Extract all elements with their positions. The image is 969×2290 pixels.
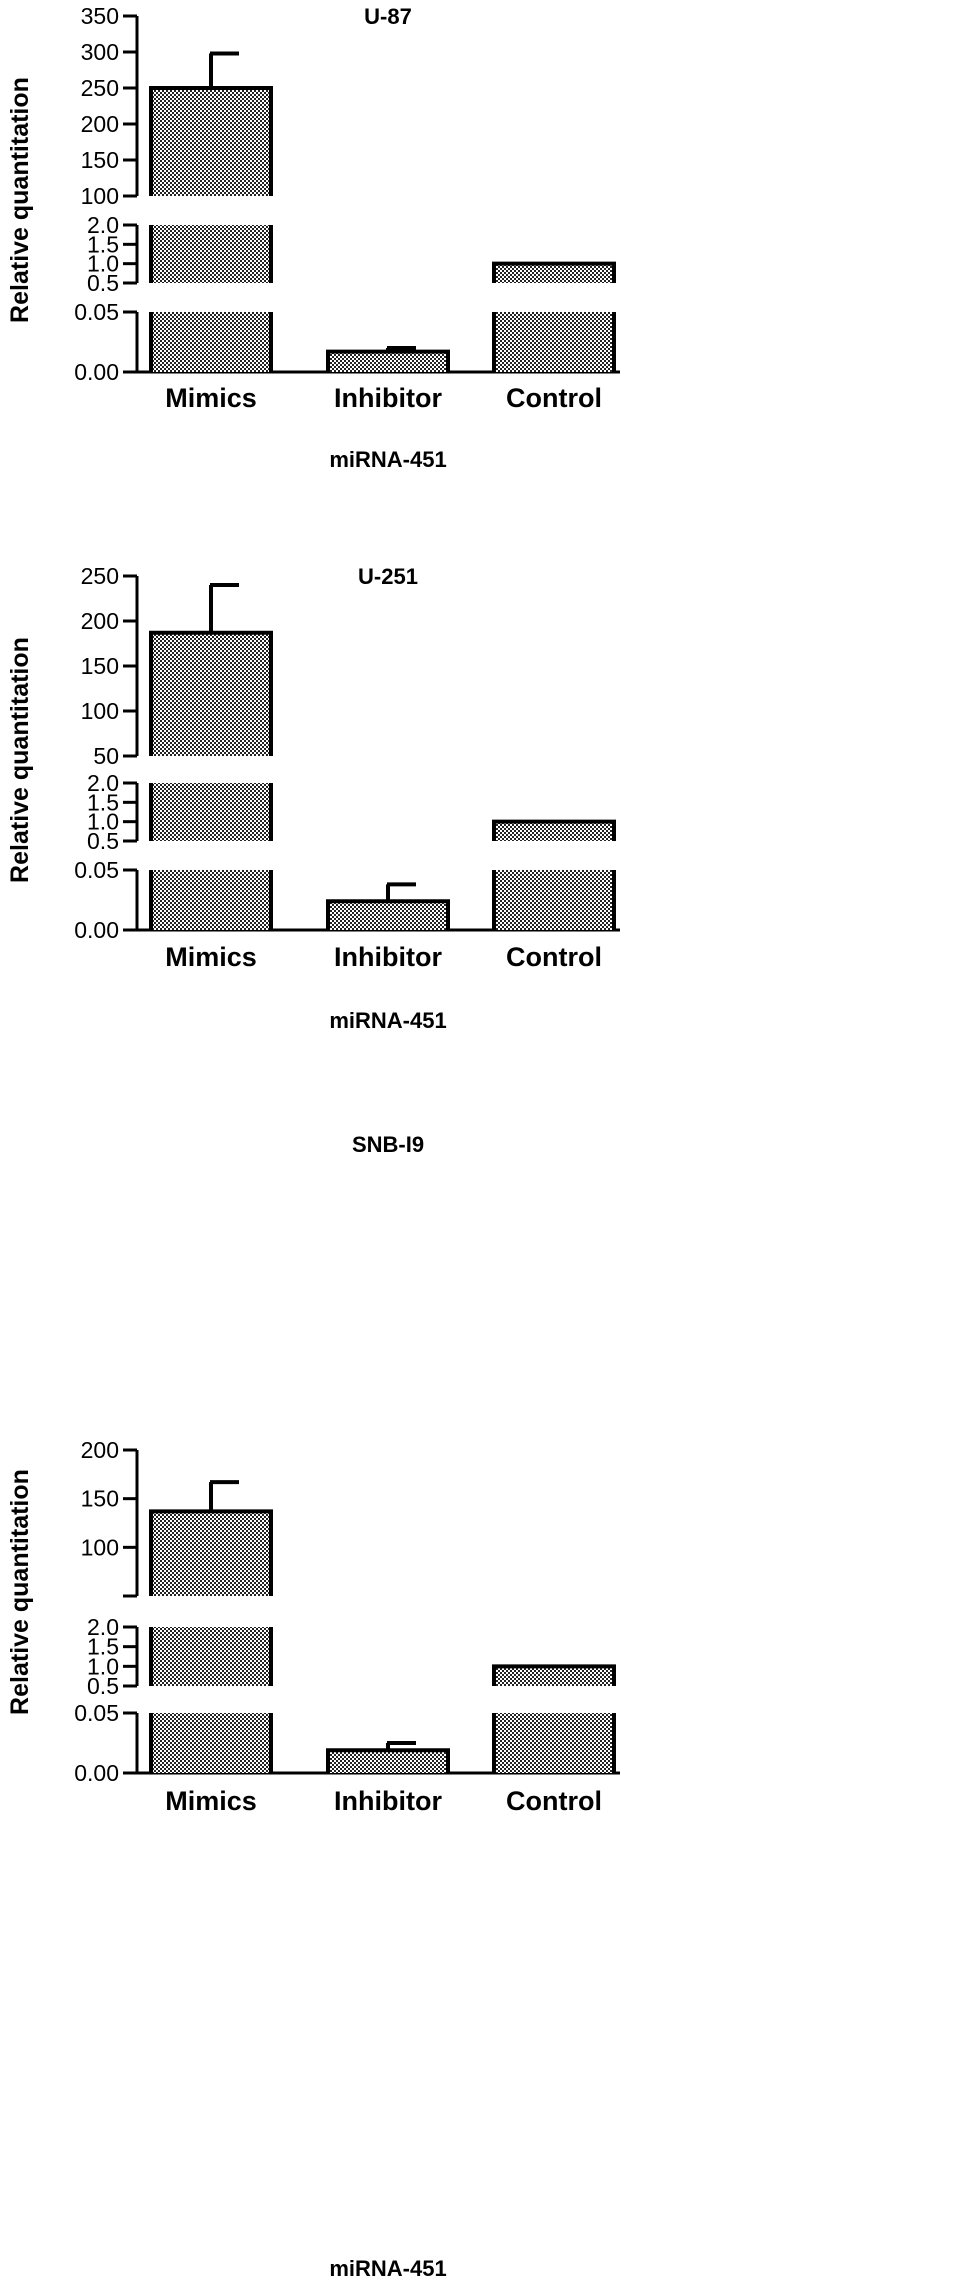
x-tick-label: Mimics — [165, 942, 257, 972]
y-tick-label: 1.5 — [87, 231, 119, 257]
y-tick-label: 200 — [81, 1437, 119, 1463]
x-tick-label: Mimics — [165, 383, 257, 413]
y-tick-label: 100 — [81, 1534, 119, 1560]
y-tick-label: 50 — [93, 743, 119, 769]
y-tick-label: 150 — [81, 147, 119, 173]
x-tick-label: Control — [506, 942, 602, 972]
bar-mimics — [149, 51, 273, 372]
bar-fill — [151, 225, 271, 283]
chart-2: 0.00 0.05 0.51.01.52.050 100 150 200 250 Mimics… — [6, 563, 620, 1033]
y-tick-label: 300 — [81, 39, 119, 65]
x-tick-label: Control — [506, 383, 602, 413]
bar-fill — [328, 1750, 448, 1773]
bar-fill — [494, 1713, 614, 1773]
y-tick-label: 0.05 — [74, 1700, 119, 1726]
bar-fill — [151, 1627, 271, 1686]
y-tick-label: 0.05 — [74, 857, 119, 883]
bar-fill — [151, 632, 271, 756]
bar-fill — [494, 263, 614, 283]
y-tick-label: 250 — [81, 563, 119, 589]
y-tick-label: 0.05 — [74, 299, 119, 325]
bar-fill — [151, 312, 271, 372]
y-tick-label: 1.5 — [87, 789, 119, 815]
y-tick-label: 250 — [81, 75, 119, 101]
y-tick-label: 0.00 — [74, 1760, 119, 1786]
y-tick-label: 1.0 — [87, 809, 119, 835]
x-tick-label: Control — [506, 1786, 602, 1816]
bar-inhibitor — [326, 882, 450, 930]
bar-mimics — [149, 1480, 273, 1773]
y-tick-label: 150 — [81, 1486, 119, 1512]
bar-fill — [328, 901, 448, 930]
y-axis-label: Relative quantitation — [6, 637, 34, 883]
x-tick-label: Inhibitor — [334, 942, 442, 972]
y-tick-label: 150 — [81, 653, 119, 679]
y-tick-label: 0.5 — [87, 270, 119, 296]
x-tick-label: Mimics — [165, 1786, 257, 1816]
y-tick-label: 0.00 — [74, 917, 119, 943]
y-tick-label: 0.5 — [87, 828, 119, 854]
y-tick-label: 0.00 — [74, 359, 119, 385]
bar-mimics — [149, 583, 273, 930]
bar-inhibitor — [326, 346, 450, 372]
y-tick-label: 2.0 — [87, 212, 119, 238]
bar-fill — [494, 1666, 614, 1686]
y-tick-label: 1.5 — [87, 1634, 119, 1660]
y-axis-label: Relative quantitation — [6, 77, 34, 323]
y-tick-label: 1.0 — [87, 251, 119, 277]
bar-fill — [494, 870, 614, 930]
bar-fill — [151, 88, 271, 196]
y-tick-label: 0.5 — [87, 1673, 119, 1699]
x-axis-label: miRNA-451 — [329, 447, 446, 472]
y-tick-label: 350 — [81, 3, 119, 29]
bar-fill — [494, 312, 614, 372]
x-axis-label: miRNA-451 — [329, 2256, 446, 2281]
y-tick-label: 100 — [81, 183, 119, 209]
bar-fill — [151, 783, 271, 841]
bar-fill — [494, 821, 614, 841]
bar-fill — [151, 1713, 271, 1773]
y-tick-label: 200 — [81, 608, 119, 634]
y-tick-label: 2.0 — [87, 770, 119, 796]
y-tick-label: 2.0 — [87, 1614, 119, 1640]
chart-1: 0.00 0.05 0.51.01.52.0 100 150 200 250 300 350 Mi… — [6, 3, 620, 472]
bar-fill — [328, 351, 448, 372]
x-tick-label: Inhibitor — [334, 1786, 442, 1816]
y-axis-label: Relative quantitation — [6, 1469, 34, 1715]
x-axis-label: miRNA-451 — [329, 1008, 446, 1033]
y-tick-label: 200 — [81, 111, 119, 137]
y-tick-label: 1.0 — [87, 1653, 119, 1679]
chart-title: U-87 — [364, 4, 412, 29]
bar-control — [492, 261, 616, 372]
chart-title: U-251 — [358, 564, 418, 589]
y-tick-label: 100 — [81, 698, 119, 724]
bar-fill — [151, 1511, 271, 1596]
bar-control — [492, 819, 616, 930]
chart-title: SNB-I9 — [352, 1132, 424, 1157]
bar-fill — [151, 870, 271, 930]
x-tick-label: Inhibitor — [334, 383, 442, 413]
bar-control — [492, 1664, 616, 1773]
bar-inhibitor — [326, 1741, 450, 1773]
chart-3: 0.00 0.050.51.01.52.0 100 150 200 Mimics Inhib… — [6, 1132, 620, 2281]
